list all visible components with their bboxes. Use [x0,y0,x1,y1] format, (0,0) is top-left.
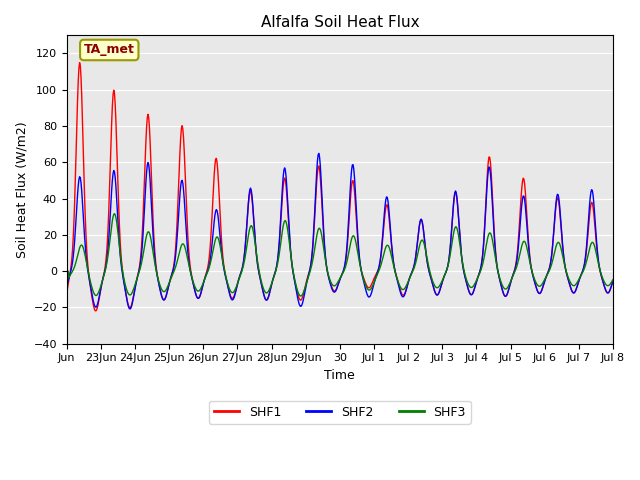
SHF2 [63,284,70,290]
SHF2 [609,278,617,284]
SHF3 [397,286,405,291]
SHF3 [297,293,305,299]
SHF1 [609,278,617,284]
SHF3 [128,291,136,297]
SHF1 [229,295,237,301]
SHF2 [428,279,436,285]
SHF1 [397,290,405,296]
SHF3 [609,277,617,283]
SHF2 [276,232,284,238]
SHF1 [63,290,70,296]
SHF3 [228,290,236,296]
SHF1 [256,274,264,279]
Title: Alfalfa Soil Heat Flux: Alfalfa Soil Heat Flux [260,15,419,30]
X-axis label: Time: Time [324,369,355,382]
Line: SHF3: SHF3 [67,214,613,296]
SHF3 [276,248,284,254]
SHF2 [128,303,136,309]
SHF2 [315,151,323,156]
SHF1 [428,279,436,285]
SHF3 [111,211,118,216]
SHF2 [255,270,263,276]
Line: SHF2: SHF2 [67,154,613,309]
SHF2 [397,292,405,298]
SHF1 [276,226,284,231]
SHF1 [92,308,100,314]
SHF3 [428,276,436,282]
Y-axis label: Soil Heat Flux (W/m2): Soil Heat Flux (W/m2) [15,121,28,258]
SHF2 [126,306,134,312]
SHF1 [129,299,136,305]
SHF3 [255,268,263,274]
SHF2 [228,297,236,303]
Legend: SHF1, SHF2, SHF3: SHF1, SHF2, SHF3 [209,401,471,424]
SHF1 [76,60,83,65]
Line: SHF1: SHF1 [67,62,613,311]
SHF3 [63,287,70,292]
Text: TA_met: TA_met [84,44,135,57]
